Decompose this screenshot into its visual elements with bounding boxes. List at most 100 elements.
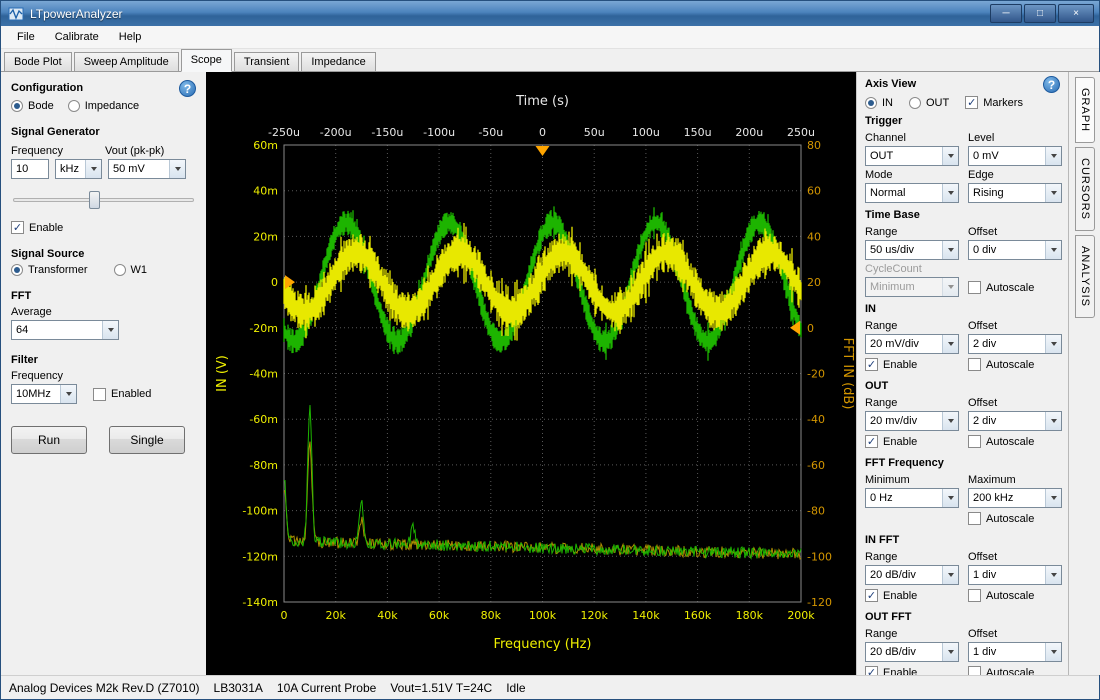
out-fft-range-select[interactable]: 20 dB/div: [865, 642, 959, 662]
close-button[interactable]: ×: [1058, 4, 1094, 23]
chevron-down-icon: [1045, 147, 1061, 165]
generator-enable-checkbox[interactable]: Enable: [11, 221, 63, 234]
bode-radio[interactable]: Bode: [11, 100, 54, 112]
trigger-title: Trigger: [865, 115, 1060, 127]
in-fft-enable-checkbox[interactable]: Enable: [865, 589, 917, 602]
fft-minimum-select[interactable]: 0 Hz: [865, 488, 959, 508]
out-autoscale-checkbox[interactable]: Autoscale: [968, 435, 1034, 448]
vout-select[interactable]: 50 mV: [108, 159, 186, 179]
filter-enabled-checkbox[interactable]: Enabled: [93, 388, 151, 401]
time-base-title: Time Base: [865, 209, 1060, 221]
titlebar[interactable]: LTpowerAnalyzer ─ □ ×: [1, 1, 1099, 26]
run-button[interactable]: Run: [11, 426, 87, 454]
side-tab-analysis[interactable]: ANALYSIS: [1075, 235, 1095, 318]
in-level-marker[interactable]: [285, 275, 295, 289]
out-range-select[interactable]: 20 mv/div: [865, 411, 959, 431]
out-fft-offset-select[interactable]: 1 div: [968, 642, 1062, 662]
out-offset-label: Offset: [968, 397, 1062, 409]
timebase-range-value: 50 us/div: [866, 244, 942, 256]
help-icon[interactable]: ?: [1043, 76, 1060, 93]
fft-maximum-select[interactable]: 200 kHz: [968, 488, 1062, 508]
radio-icon: [11, 100, 23, 112]
app-window: LTpowerAnalyzer ─ □ × File Calibrate Hel…: [0, 0, 1100, 700]
amplitude-slider[interactable]: [13, 189, 194, 211]
time-tick-label: -200u: [320, 126, 352, 139]
checkbox-icon: [965, 96, 978, 109]
in-fft-autoscale-checkbox[interactable]: Autoscale: [968, 589, 1034, 602]
single-button[interactable]: Single: [109, 426, 185, 454]
freq-tick-label: 200k: [787, 609, 815, 622]
w1-radio[interactable]: W1: [114, 264, 148, 276]
help-icon[interactable]: ?: [179, 80, 196, 97]
status-device: Analog Devices M2k Rev.D (Z7010): [9, 681, 200, 695]
slider-track: [13, 198, 194, 202]
scope-plot[interactable]: -250u-200u-150u-100u-50u050u100u150u200u…: [206, 72, 856, 675]
markers-checkbox[interactable]: Markers: [965, 96, 1023, 109]
freq-tick-label: 80k: [481, 609, 502, 622]
fft-frequency-autoscale-checkbox[interactable]: Autoscale: [968, 512, 1034, 525]
in-enable-checkbox[interactable]: Enable: [865, 358, 917, 371]
fft-level-marker[interactable]: [790, 321, 800, 335]
out-offset-select[interactable]: 2 div: [968, 411, 1062, 431]
in-offset-select[interactable]: 2 div: [968, 334, 1062, 354]
side-tab-cursors[interactable]: CURSORS: [1075, 147, 1095, 231]
in-fft-offset-select[interactable]: 1 div: [968, 565, 1062, 585]
fft-tick-label: 20: [807, 276, 821, 289]
chevron-down-icon: [942, 489, 958, 507]
tab-bode-plot[interactable]: Bode Plot: [4, 52, 72, 71]
timebase-range-select[interactable]: 50 us/div: [865, 240, 959, 260]
checkbox-icon: [968, 435, 981, 448]
minimize-button[interactable]: ─: [990, 4, 1022, 23]
side-tab-graph[interactable]: GRAPH: [1075, 77, 1095, 143]
chevron-down-icon: [85, 160, 101, 178]
chevron-down-icon: [942, 278, 958, 296]
trigger-level-select[interactable]: 0 mV: [968, 146, 1062, 166]
out-fft-offset-label: Offset: [968, 628, 1062, 640]
chevron-down-icon: [942, 241, 958, 259]
radio-icon: [114, 264, 126, 276]
in-fft-range-select[interactable]: 20 dB/div: [865, 565, 959, 585]
filter-frequency-value: 10MHz: [12, 388, 60, 400]
w1-radio-label: W1: [131, 264, 148, 276]
impedance-radio[interactable]: Impedance: [68, 100, 139, 112]
frequency-input[interactable]: [11, 159, 49, 179]
time-marker[interactable]: [536, 146, 550, 156]
time-tick-label: -100u: [423, 126, 455, 139]
in-autoscale-checkbox[interactable]: Autoscale: [968, 358, 1034, 371]
out-autoscale-label: Autoscale: [986, 436, 1034, 448]
fft-tick-label: -120: [807, 596, 832, 609]
in-tick-label: 0: [271, 276, 278, 289]
radio-icon: [11, 264, 23, 276]
average-select[interactable]: 64: [11, 320, 119, 340]
menu-calibrate[interactable]: Calibrate: [45, 28, 109, 46]
slider-thumb[interactable]: [89, 191, 100, 209]
tab-transient[interactable]: Transient: [234, 52, 299, 71]
menu-file[interactable]: File: [7, 28, 45, 46]
tab-impedance[interactable]: Impedance: [301, 52, 375, 71]
trigger-mode-select[interactable]: Normal: [865, 183, 959, 203]
trigger-channel-value: OUT: [866, 150, 942, 162]
in-range-select[interactable]: 20 mV/div: [865, 334, 959, 354]
axis-out-radio[interactable]: OUT: [909, 97, 949, 109]
time-base-section: Time Base Range 50 us/div Offset 0 div C…: [865, 209, 1060, 297]
out-enable-checkbox[interactable]: Enable: [865, 435, 917, 448]
trigger-channel-select[interactable]: OUT: [865, 146, 959, 166]
transformer-radio[interactable]: Transformer: [11, 264, 88, 276]
fft-frequency-section: FFT Frequency Minimum 0 Hz Maximum 200 k…: [865, 457, 1060, 528]
menu-help[interactable]: Help: [109, 28, 152, 46]
tab-scope[interactable]: Scope: [181, 49, 232, 72]
in-tick-label: 20m: [253, 230, 278, 243]
maximize-button[interactable]: □: [1024, 4, 1056, 23]
chevron-down-icon: [942, 643, 958, 661]
filter-frequency-select[interactable]: 10MHz: [11, 384, 77, 404]
tab-sweep-amplitude[interactable]: Sweep Amplitude: [74, 52, 179, 71]
fft-maximum-label: Maximum: [968, 474, 1062, 486]
axis-in-radio[interactable]: IN: [865, 97, 893, 109]
trigger-edge-select[interactable]: Rising: [968, 183, 1062, 203]
radio-icon: [68, 100, 80, 112]
timebase-offset-label: Offset: [968, 226, 1062, 238]
frequency-unit-select[interactable]: kHz: [55, 159, 102, 179]
timebase-autoscale-checkbox[interactable]: Autoscale: [968, 281, 1034, 294]
timebase-offset-select[interactable]: 0 div: [968, 240, 1062, 260]
in-fft-offset-label: Offset: [968, 551, 1062, 563]
